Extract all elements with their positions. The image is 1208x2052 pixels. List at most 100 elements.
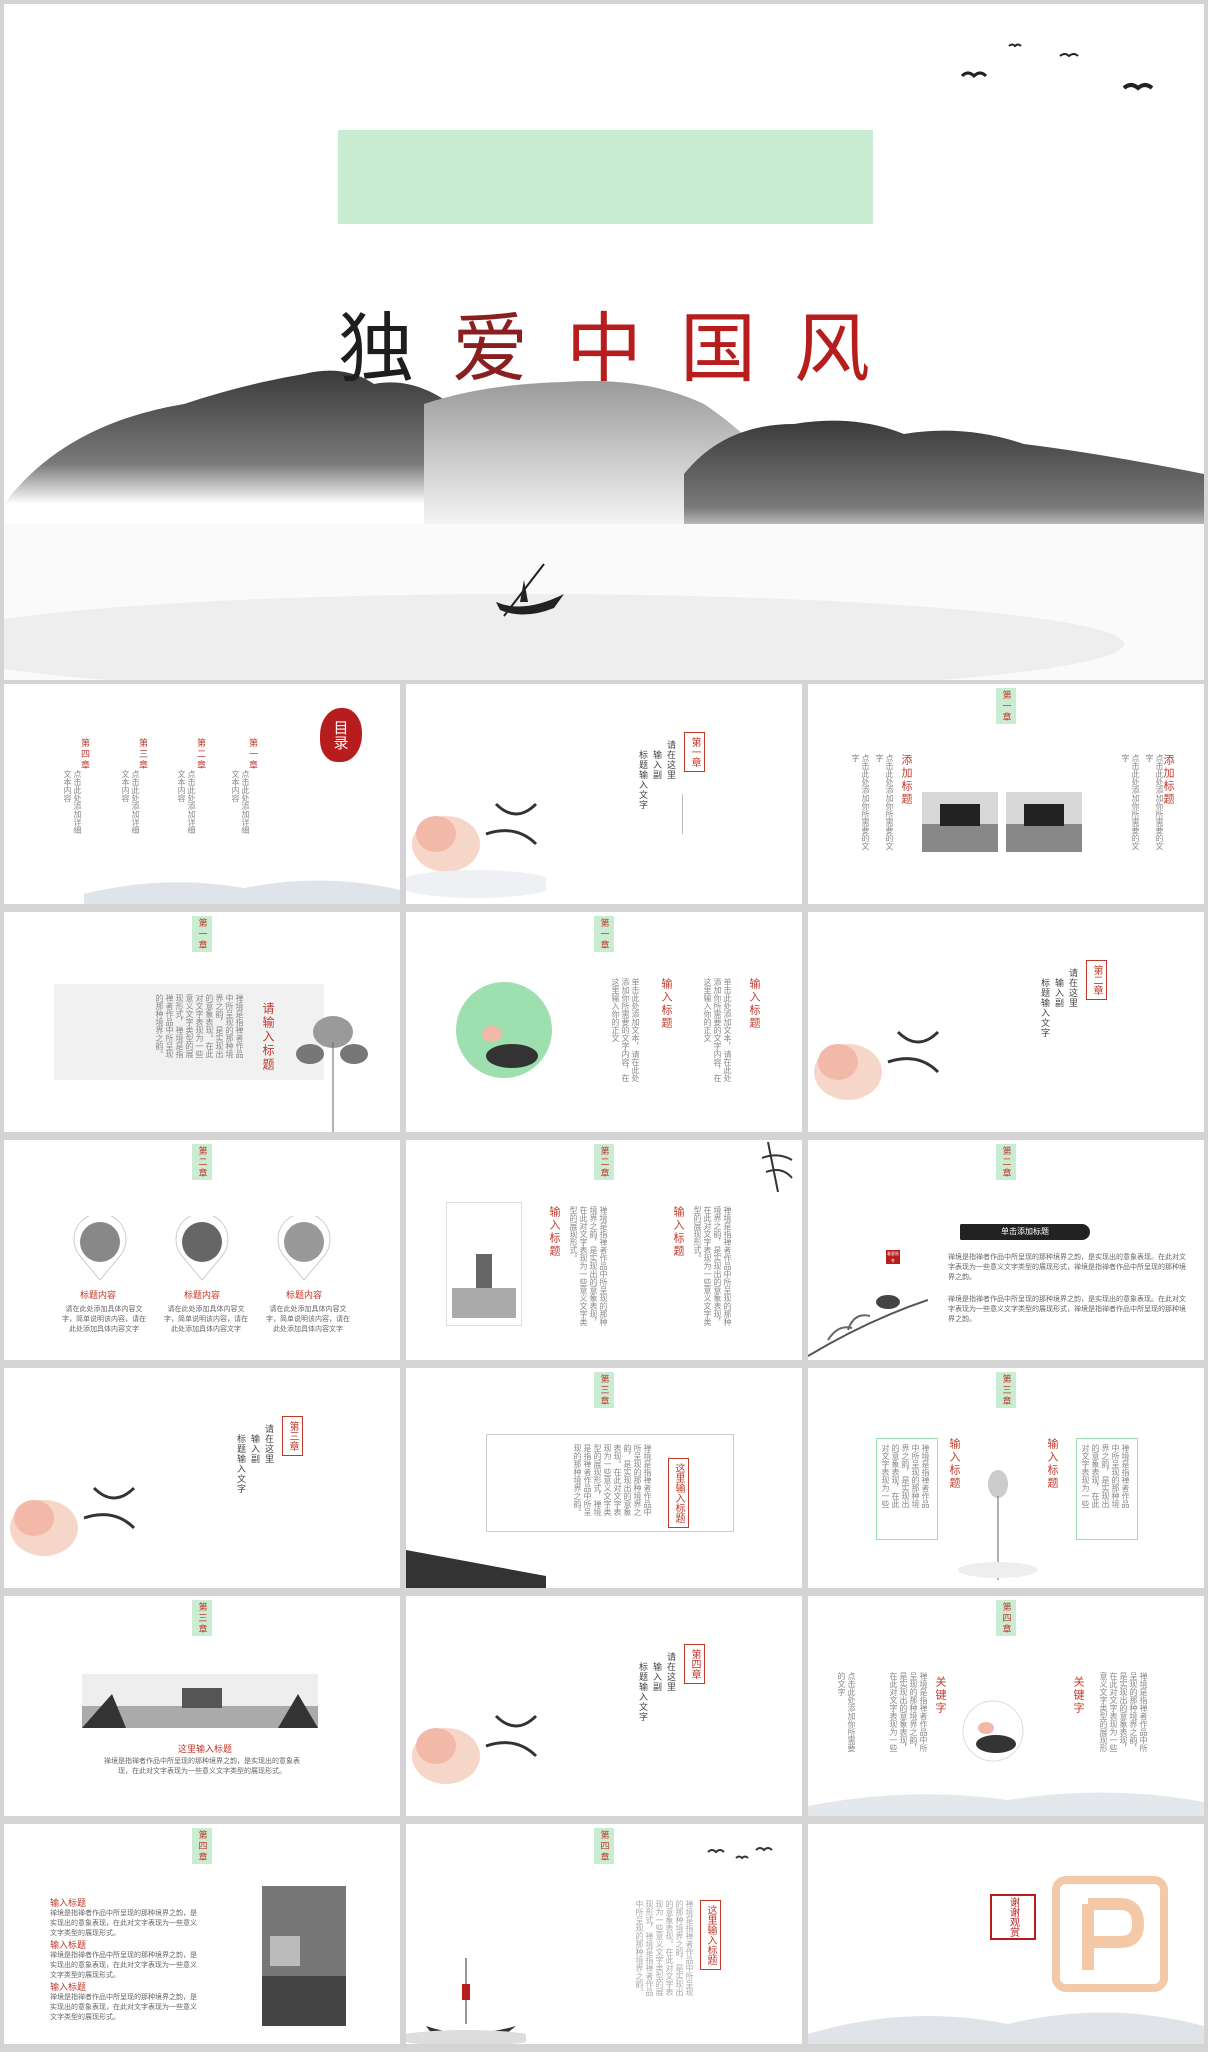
chapter-tag: 第一章	[594, 916, 614, 952]
toc-desc-2: 点击此处添加详细文本内容	[177, 770, 196, 834]
slide-thanks[interactable]: 谢谢观赏	[808, 1824, 1204, 2044]
chapter-tag: 第四章	[192, 1828, 212, 1864]
toc-chapter-3[interactable]: 第三章	[137, 738, 147, 771]
paragraph-2: 禅境是指禅者作品中所呈现的那种境界之韵，是实现出的意象表现。在此对文字表现为一些…	[948, 1295, 1186, 1323]
input-title-1: 输入标题	[748, 978, 761, 1030]
keyword-2: 关键字	[1072, 1676, 1085, 1715]
kw-text-1: 禅境是指禅者作品中所呈现的那种境界之韵，是实现出的意象表现，在此对文字表现为一些…	[889, 1672, 928, 1752]
chapter-tag: 第三章	[594, 1372, 614, 1408]
slide-chapter3-intro[interactable]: 第三章 请在这里 输入副 标题输入文字	[4, 1368, 400, 1588]
chapter-tag: 第二章	[996, 1144, 1016, 1180]
content-title-2: 标题内容	[184, 1291, 221, 1301]
ink-landscape-icon	[4, 43, 1204, 680]
text-left-2: 点击此处添加你所需要的文字	[851, 754, 870, 850]
input-title-1: 输入标题	[548, 1206, 561, 1258]
col-text-1: 禅境是指禅者作品中所呈现的那种境界之韵，是实现出的意象表现，在此对文字表现为一些…	[569, 1206, 608, 1326]
thanks-text: 谢谢观赏	[1007, 1897, 1019, 1937]
mountain-wash-icon	[84, 880, 400, 904]
input-title-1: 输入标题	[50, 1899, 87, 1909]
input-title-1: 输入标题	[948, 1438, 961, 1490]
chapter-label-box: 第一章	[684, 732, 705, 772]
add-title-right: 添加标题	[1162, 754, 1175, 806]
slide-toc[interactable]: 目录 第一章 第二章 第三章 第四章 点击此处添加详细文本内容 点击此处添加详细…	[4, 684, 400, 904]
slide-chapter2-intro[interactable]: 第二章 请在这里 输入副 标题输入文字	[808, 912, 1204, 1132]
lotus-flower-icon	[10, 1486, 136, 1556]
chapter-tag: 第四章	[996, 1600, 1016, 1636]
toc-chapter-2[interactable]: 第二章	[195, 738, 205, 771]
item-text-1: 禅境是指禅者作品中所呈现的那种境界之韵，是实现出的意象表现，在此对文字表现为一些…	[50, 1909, 197, 1937]
bamboo-icon	[761, 1142, 793, 1192]
lotus-flower-icon	[814, 1030, 940, 1100]
lotus-flower-icon	[406, 802, 546, 898]
add-title-left: 添加标题	[900, 754, 913, 806]
title-background	[338, 130, 873, 224]
col-text-2: 单击此处添加文本，请在此处添加你所需要的文字内容，在这里输入你的正文	[611, 978, 640, 1082]
slide-chapter1-intro[interactable]: 第一章 请在这里 输入副 标题输入文字	[406, 684, 802, 904]
toc-chapter-1[interactable]: 第一章	[247, 738, 257, 771]
slide-chapter2-pins[interactable]: 第二章 标题内容 标题内容 标题内容 请在此处添加具体内容文字，简单说明该内容，…	[4, 1140, 400, 1360]
slide-chapter4-keywords[interactable]: 第四章 关键字 关键字 禅境是指禅者作品中所呈现的那种境界之韵，是实现出的意象表…	[808, 1596, 1204, 1816]
toc-title: 目录	[331, 720, 350, 750]
bird-branch-icon	[808, 1295, 928, 1357]
chapter-label-box: 第四章	[684, 1644, 705, 1684]
chapter-tag: 第三章	[192, 1600, 212, 1636]
intro-enter-text: 请在这里	[665, 1652, 675, 1692]
boat-photo-right-icon	[1006, 792, 1082, 852]
kw-text-3: 禅境是指禅者作品中所呈现的那种境界之韵，是实现出的意象表现，在此对文字表现为一些…	[1099, 1672, 1148, 1752]
slide-chapter4-photo[interactable]: 第四章 输入标题 禅境是指禅者作品中所呈现的那种境界之韵，是实现出的意象表现，在…	[4, 1824, 400, 2044]
slide-chapter3-roof[interactable]: 第三章 这里输入标题 禅境是指禅者作品中所呈现的那种境界之韵，是实现出的意象表现…	[406, 1368, 802, 1588]
content-desc-2: 请在此处添加具体内容文字，简单说明该内容，请在此处添加具体内容文字	[164, 1305, 248, 1333]
item-text-3: 禅境是指禅者作品中所呈现的那种境界之韵，是实现出的意象表现，在此对文字表现为一些…	[50, 1993, 197, 2021]
slide-chapter1-circle[interactable]: 第一章 输入标题 输入标题 单击此处添加文本，请在此处添加你所需要的文字内容，在…	[406, 912, 802, 1132]
slide-chapter3-palace[interactable]: 第三章 这里输入标题 禅境是指禅者作品中所呈现的那种境界之韵，是实现出的意象表现…	[4, 1596, 400, 1816]
slide-chapter3-frames[interactable]: 第三章 输入标题 输入标题 禅境是指禅者作品中所呈现的那种境界之韵，是实现出的意…	[808, 1368, 1204, 1588]
here-input-title: 这里输入标题	[668, 1458, 689, 1528]
frame-text: 禅境是指禅者作品中所呈现的那种境界之韵，是实现出的意象表现。在此对文字表现为一些…	[573, 1444, 652, 1516]
slide-chapter1-boats[interactable]: 第一章 添加标题 添加标题 点击此处添加你所需要的文字 点击此处添加你所需要的文…	[808, 684, 1204, 904]
keyword-1: 关键字	[934, 1676, 947, 1715]
here-input-title: 这里输入标题	[700, 1900, 721, 1970]
mountain-wash-icon	[808, 2012, 1204, 2044]
map-pin-photo-icon	[73, 1216, 127, 1280]
please-input-title: 请输入标题	[261, 1002, 275, 1072]
intro-title-text: 标题输入文字	[637, 750, 647, 810]
slide-chapter1-lotus-text[interactable]: 第一章 请输入标题 禅境是指禅者作品中所呈现的那种境界之韵，是实现出的意象表现。…	[4, 912, 400, 1132]
center-paragraph: 禅境是指禅者作品中所呈现的那种境界之韵，是实现出的意象表现，在此对文字表现为一些…	[104, 1757, 300, 1775]
slide-chapter2-tower[interactable]: 第二章 输入标题 输入标题 禅境是指禅者作品中所呈现的那种境界之韵，是实现出的意…	[406, 1140, 802, 1360]
text-frame	[486, 1434, 734, 1532]
small-seal: 春夏秋冬	[886, 1250, 900, 1264]
birds-icon	[707, 1847, 773, 1860]
slide-chapter4-boat[interactable]: 第四章 这里输入标题 禅境是指禅者作品中所呈现的那种境界之韵，是实现出的意象表现…	[406, 1824, 802, 2044]
presentation-title: 独爱中国风	[4, 4, 1204, 680]
col-text-2: 禅境是指禅者作品中所呈现的那种境界之韵，是实现出的意象表现，在此对文字表现为一些…	[693, 1206, 732, 1326]
input-title-2: 输入标题	[672, 1206, 685, 1258]
item-text-2: 禅境是指禅者作品中所呈现的那种境界之韵，是实现出的意象表现，在此对文字表现为一些…	[50, 1951, 197, 1979]
title-char-4: 国	[680, 304, 794, 393]
input-title-3: 输入标题	[50, 1983, 87, 1993]
input-title-2: 输入标题	[50, 1941, 87, 1951]
content-title-3: 标题内容	[286, 1291, 323, 1301]
toc-desc-1: 点击此处添加详细文本内容	[231, 770, 250, 834]
slide-chapter4-intro[interactable]: 第四章 请在这里 输入副 标题输入文字	[406, 1596, 802, 1816]
toc-seal: 目录	[320, 708, 362, 762]
intro-enter-text: 请在这里	[1067, 968, 1077, 1008]
map-pin-photo-icon	[175, 1216, 229, 1280]
pagoda-photo-icon	[446, 1202, 522, 1326]
intro-enter-text: 请在这里	[665, 740, 675, 780]
text-left-1: 点击此处添加你所需要的文字	[875, 754, 894, 850]
chapter-tag: 第二章	[192, 1144, 212, 1180]
intro-input-sub: 输入副	[651, 750, 661, 780]
lotus-circle-icon	[456, 982, 552, 1078]
slide-chapter2-bird[interactable]: 第二章 单击添加标题 春夏秋冬 禅境是指禅者作品中所呈现的那种境界之韵，是实现出…	[808, 1140, 1204, 1360]
brush-title: 单击添加标题	[960, 1224, 1090, 1240]
chapter-tag: 第一章	[996, 688, 1016, 724]
text-right-2: 点击此处添加你所需要的文字	[1121, 754, 1140, 850]
toc-chapter-4[interactable]: 第四章	[79, 738, 89, 771]
text-panel	[54, 984, 324, 1080]
input-title-2: 输入标题	[660, 978, 673, 1030]
panel-text: 禅境是指禅者作品中所呈现的那种境界之韵，是实现出的意象表现。在此对文字表现为一些…	[155, 994, 244, 1058]
title-char-5: 风	[794, 304, 908, 393]
chapter-tag: 第四章	[594, 1828, 614, 1864]
intro-enter-text: 请在这里	[263, 1424, 273, 1464]
